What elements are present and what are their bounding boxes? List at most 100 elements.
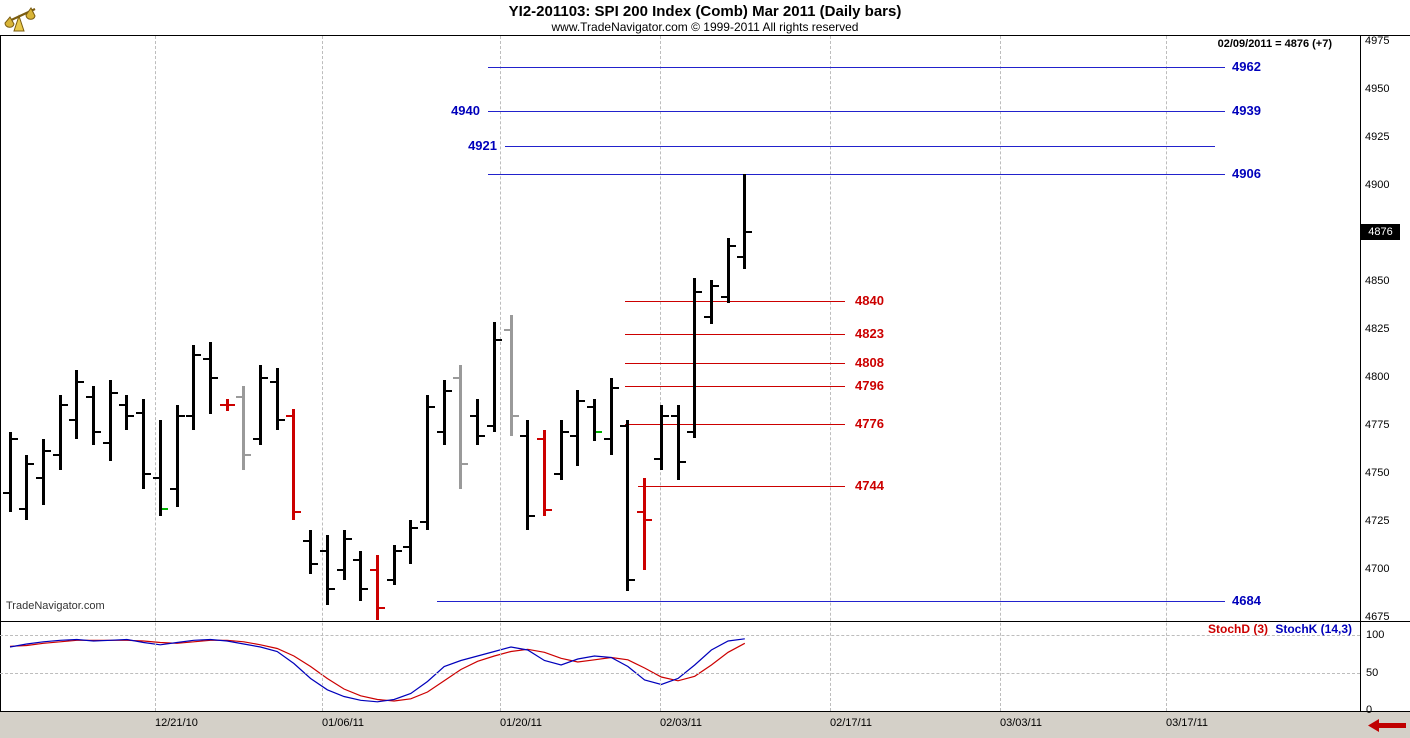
open-tick <box>236 396 243 399</box>
close-tick <box>662 415 669 418</box>
ohlc-bar <box>275 368 279 430</box>
close-tick <box>562 430 569 433</box>
close-tick <box>262 377 268 379</box>
stoch-tick-label: 0 <box>1366 704 1373 716</box>
stoch-gridline <box>0 635 1360 636</box>
close-tick <box>729 244 736 247</box>
close-tick <box>495 338 502 341</box>
close-tick <box>295 511 302 514</box>
ohlc-bar <box>426 395 429 530</box>
support-label: 4823 <box>855 325 884 341</box>
ohlc-bar <box>676 404 680 480</box>
chart-top-border <box>0 35 1410 36</box>
resistance-line <box>488 174 1225 176</box>
ohlc-bar <box>593 399 596 442</box>
ohlc-bar <box>41 439 45 505</box>
close-tick <box>111 392 118 395</box>
vertical-gridline <box>660 36 661 711</box>
open-tick <box>303 540 310 543</box>
open-tick <box>269 380 276 383</box>
close-tick <box>395 549 402 552</box>
stoch-gridline <box>0 672 1360 674</box>
date-label: 12/21/10 <box>155 717 198 729</box>
close-tick <box>462 463 469 466</box>
open-tick <box>486 425 493 427</box>
open-tick <box>52 453 59 456</box>
date-label: 03/03/11 <box>1000 717 1043 729</box>
chart-subtitle: www.TradeNavigator.com © 1999-2011 All r… <box>551 20 859 34</box>
open-tick <box>520 434 527 437</box>
price-tick-label: 4825 <box>1365 323 1390 335</box>
ohlc-bar <box>392 545 396 586</box>
open-tick <box>186 415 193 418</box>
ohlc-bar <box>693 278 697 438</box>
open-tick <box>403 545 410 548</box>
ohlc-bar <box>108 379 112 461</box>
scroll-left-arrow[interactable] <box>1368 719 1406 732</box>
open-tick <box>169 488 176 491</box>
last-quote-label: 02/09/2011 = 4876 (+7) <box>1217 38 1332 50</box>
price-tick-label: 4675 <box>1365 611 1390 623</box>
support-label: 4840 <box>855 293 884 309</box>
support-line <box>625 362 845 364</box>
stochk-legend: StochK (14,3) <box>1275 622 1352 636</box>
open-tick <box>703 315 710 318</box>
resistance-label: 4940 <box>451 103 480 119</box>
ohlc-bar <box>659 404 663 471</box>
stochd-legend: StochD (3) <box>1208 622 1268 636</box>
ohlc-bar <box>192 345 196 430</box>
resistance-label: 4962 <box>1232 58 1261 74</box>
support-label: 4744 <box>855 477 884 493</box>
open-tick <box>119 403 126 406</box>
ohlc-bar <box>409 520 413 565</box>
resistance-line <box>488 66 1225 68</box>
close-tick <box>78 380 85 383</box>
open-tick <box>336 569 343 571</box>
ohlc-bar <box>643 477 647 570</box>
ohlc-bar <box>709 280 713 325</box>
ohlc-bar <box>58 395 62 471</box>
chart-left-border <box>0 35 1 711</box>
support-label: 4776 <box>855 416 884 432</box>
ohlc-bar <box>609 378 613 455</box>
open-tick <box>420 521 426 523</box>
open-tick <box>386 578 393 581</box>
close-tick <box>545 509 552 512</box>
support-line <box>625 333 845 335</box>
ohlc-bar <box>292 408 296 521</box>
ohlc-bar <box>743 174 747 269</box>
open-tick <box>470 415 477 418</box>
support-label: 4796 <box>855 377 884 393</box>
close-tick <box>11 438 18 441</box>
price-tick-label: 4750 <box>1365 467 1390 479</box>
ohlc-bar <box>375 554 379 620</box>
ohlc-bar <box>158 420 162 517</box>
ohlc-bar <box>542 429 546 517</box>
stochd-line <box>9 639 746 702</box>
ohlc-bar <box>459 364 463 490</box>
ohlc-bar <box>576 389 580 467</box>
close-tick <box>161 507 168 510</box>
close-tick <box>529 515 536 518</box>
close-tick <box>646 519 653 522</box>
date-label: 01/06/11 <box>322 717 365 729</box>
open-tick <box>553 473 560 475</box>
close-tick <box>696 290 703 293</box>
ohlc-bar <box>225 399 229 411</box>
price-tick-label: 4775 <box>1365 419 1390 431</box>
open-tick <box>637 511 644 514</box>
price-tick-label: 4725 <box>1365 515 1390 527</box>
ohlc-bar <box>442 379 446 446</box>
ohlc-bar <box>509 314 513 436</box>
close-tick <box>328 588 335 591</box>
open-tick <box>253 438 259 441</box>
ohlc-bar <box>92 385 95 446</box>
open-tick <box>587 405 593 408</box>
close-tick <box>245 453 252 456</box>
vertical-gridline <box>155 36 156 711</box>
stochk-line <box>9 638 745 703</box>
open-tick <box>202 357 209 360</box>
support-line <box>625 301 845 303</box>
open-tick <box>35 476 42 479</box>
open-tick <box>536 438 543 441</box>
